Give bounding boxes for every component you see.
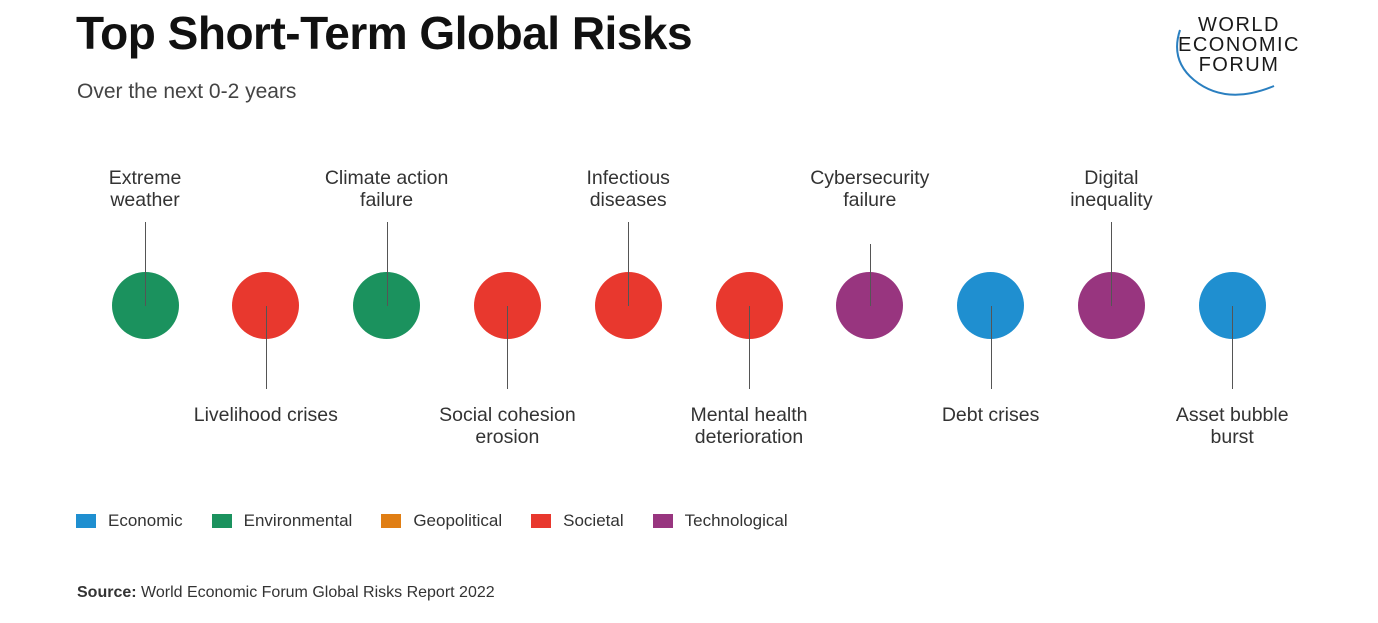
risk-label: Livelihood crises <box>166 404 366 426</box>
risk-circle <box>836 272 904 339</box>
risk-label-line: Asset bubble <box>1175 404 1289 426</box>
risk-label: Mental health deterioration <box>649 404 849 448</box>
legend-swatch <box>76 514 96 528</box>
risk-label-line: weather <box>110 189 180 211</box>
legend-label: Geopolitical <box>413 511 503 530</box>
risk-label: Digital inequality <box>1011 167 1211 211</box>
risk-label-line: Extreme <box>108 167 182 189</box>
legend: Economic Environmental Geopolitical Societa… <box>76 510 817 532</box>
legend-swatch <box>211 514 232 528</box>
risk-label-line: Digital <box>1084 167 1139 189</box>
risk-label-line: burst <box>1210 426 1254 448</box>
logo-arc-icon <box>1176 29 1275 96</box>
legend-item: Societal <box>531 511 624 531</box>
risk-label: Debt crises <box>891 404 1091 426</box>
risk-circle <box>232 272 300 339</box>
page-title: Top Short-Term Global Risks <box>76 7 693 59</box>
legend-item: Economic <box>76 511 183 531</box>
risk-leader-line <box>870 244 871 306</box>
risk-label: Infectious diseases <box>528 167 728 211</box>
legend-label: Technological <box>684 511 788 530</box>
risk-label-line: erosion <box>475 426 540 448</box>
legend-item: Technological <box>652 511 788 531</box>
legend-swatch <box>381 514 402 528</box>
risk-leader-line <box>1232 305 1233 389</box>
risk-leader-line <box>628 222 629 306</box>
risk-label-line: failure <box>843 189 897 211</box>
risk-label-line: Infectious <box>586 167 670 189</box>
risk-leader-line <box>1111 222 1112 306</box>
risk-leader-line <box>145 222 146 306</box>
risk-leader-line <box>507 305 508 389</box>
risk-label-line: deterioration <box>694 426 804 448</box>
risk-label-line: Cybersecurity <box>810 167 930 189</box>
risk-circle <box>353 272 421 339</box>
risk-label-line: Social cohesion <box>439 404 576 426</box>
legend-label: Societal <box>563 511 624 530</box>
risk-timeline: Extreme weather Livelihood crises Climate a… <box>45 167 1332 448</box>
legend-item: Environmental <box>211 511 353 531</box>
wef-logo: WORLD ECONOMIC FORUM <box>1168 12 1310 96</box>
risk-leader-line <box>387 222 388 306</box>
source-note: Source: World Economic Forum Global Risk… <box>77 584 495 602</box>
risk-label: Asset bubble burst <box>1132 404 1332 448</box>
risk-label-line: Debt crises <box>941 404 1040 426</box>
risk-label-line: failure <box>360 189 414 211</box>
legend-item: Geopolitical <box>381 511 502 531</box>
risk-circle <box>957 272 1025 339</box>
source-label: Source: <box>77 584 137 601</box>
risk-label-line: Mental health <box>690 404 808 426</box>
logo-text-economic: ECONOMIC <box>1178 34 1300 56</box>
page-subtitle: Over the next 0-2 years <box>77 80 297 103</box>
risk-label: Social cohesion erosion <box>407 404 607 448</box>
risk-leader-line <box>266 305 267 389</box>
logo-text-forum: FORUM <box>1198 54 1280 76</box>
risk-label-line: Livelihood crises <box>193 404 338 426</box>
logo-text-world: WORLD <box>1198 14 1280 36</box>
legend-swatch <box>652 514 673 528</box>
risk-label: Climate action failure <box>287 167 487 211</box>
risk-label-line: diseases <box>589 189 667 211</box>
risk-leader-line <box>749 305 750 389</box>
risk-label: Cybersecurity failure <box>770 167 970 211</box>
risk-label-line: Climate action <box>324 167 449 189</box>
risk-label: Extreme weather <box>45 167 245 211</box>
legend-label: Environmental <box>243 511 353 530</box>
source-text: World Economic Forum Global Risks Report… <box>136 584 495 601</box>
legend-swatch <box>531 514 552 528</box>
legend-label: Economic <box>108 511 183 530</box>
risk-leader-line <box>991 305 992 389</box>
risk-label-line: inequality <box>1070 189 1153 211</box>
